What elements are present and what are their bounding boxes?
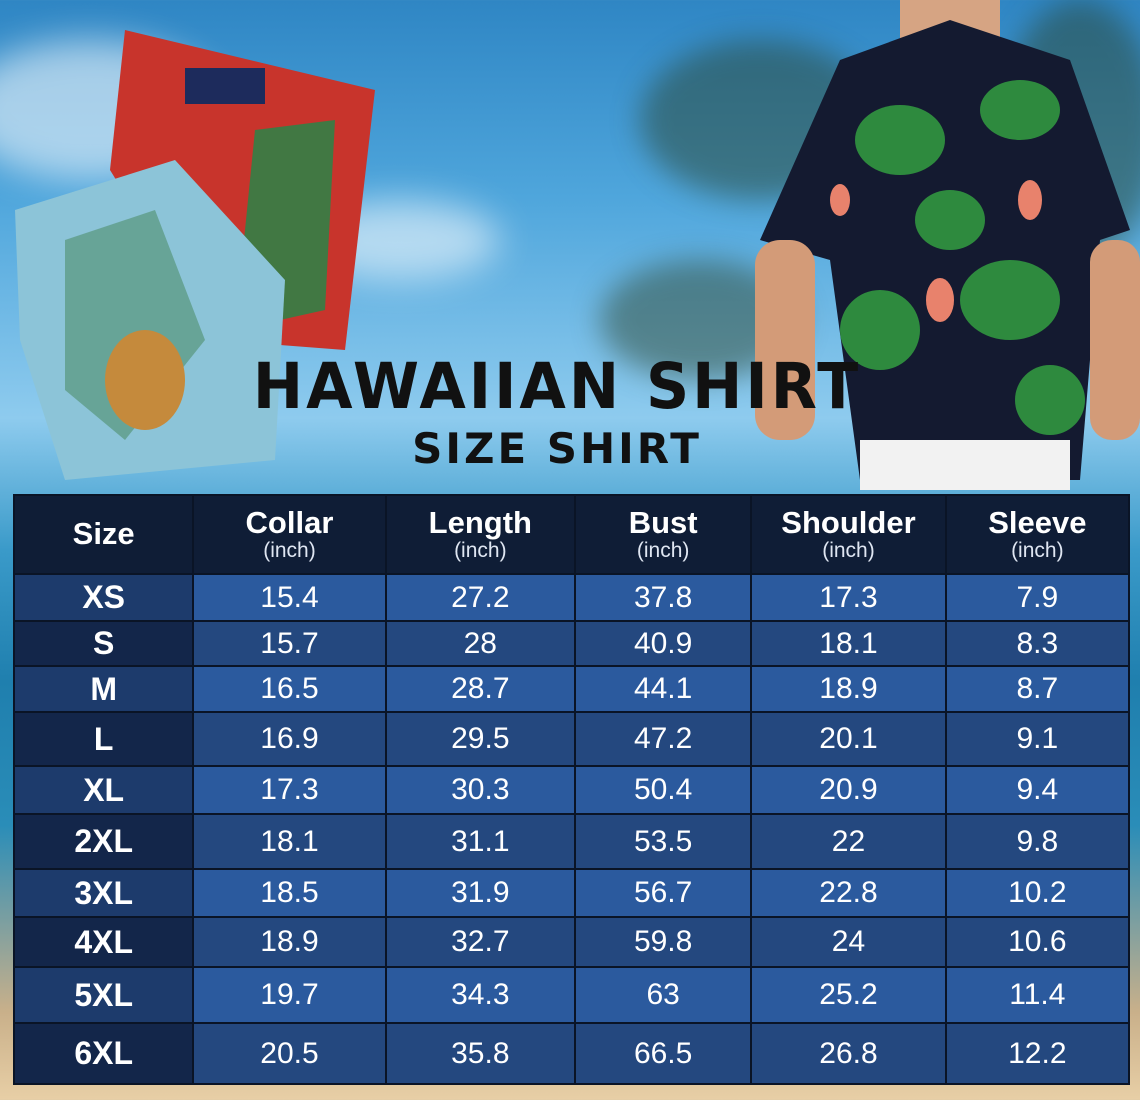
measurement-cell: 40.9 xyxy=(575,622,751,665)
column-header-sleeve: Sleeve (inch) xyxy=(946,496,1128,573)
measurement-cell: 18.9 xyxy=(194,918,385,966)
measurement-cell: 53.5 xyxy=(575,815,751,868)
measurement-cell: 11.4 xyxy=(946,968,1128,1022)
size-cell: 3XL xyxy=(15,870,193,916)
measurement-cell: 16.9 xyxy=(194,713,385,765)
measurement-cell: 18.1 xyxy=(752,622,945,665)
measurement-cell: 31.1 xyxy=(386,815,574,868)
measurement-cell: 10.6 xyxy=(946,918,1128,966)
column-header-collar: Collar (inch) xyxy=(194,496,385,573)
column-header-label: Sleeve xyxy=(988,505,1087,541)
measurement-cell: 29.5 xyxy=(386,713,574,765)
measurement-cell: 18.5 xyxy=(194,870,385,916)
measurement-cell: 16.5 xyxy=(194,667,385,711)
column-header-unit: (inch) xyxy=(636,538,690,562)
column-header-label: Collar xyxy=(245,505,334,541)
model-shirt-image xyxy=(755,0,1140,490)
column-header-length: Length (inch) xyxy=(386,496,574,573)
measurement-cell: 22 xyxy=(752,815,945,868)
column-header-shoulder: Shoulder (inch) xyxy=(752,496,945,573)
measurement-cell: 30.3 xyxy=(386,767,574,813)
measurement-cell: 15.4 xyxy=(194,575,385,620)
measurement-cell: 56.7 xyxy=(575,870,751,916)
table-row: XL 17.3 30.3 50.4 20.9 9.4 xyxy=(15,767,1128,813)
measurement-cell: 50.4 xyxy=(575,767,751,813)
measurement-cell: 20.5 xyxy=(194,1024,385,1083)
measurement-cell: 47.2 xyxy=(575,713,751,765)
column-header-unit: (inch) xyxy=(454,538,507,562)
size-cell: 4XL xyxy=(15,918,193,966)
table-row: 2XL 18.1 31.1 53.5 22 9.8 xyxy=(15,815,1128,868)
measurement-cell: 28.7 xyxy=(386,667,574,711)
size-cell: XL xyxy=(15,767,193,813)
size-cell: 6XL xyxy=(15,1024,193,1083)
size-cell: M xyxy=(15,667,193,711)
measurement-cell: 9.4 xyxy=(946,767,1128,813)
measurement-cell: 31.9 xyxy=(386,870,574,916)
size-table: Size Collar (inch) Length (inch) Bust (inch) Sh… xyxy=(13,494,1130,1085)
measurement-cell: 15.7 xyxy=(194,622,385,665)
page-title: HAWAIIAN SHIRT xyxy=(252,350,862,424)
table-row: 5XL 19.7 34.3 63 25.2 11.4 xyxy=(15,968,1128,1022)
table-row: S 15.7 28 40.9 18.1 8.3 xyxy=(15,622,1128,665)
measurement-cell: 12.2 xyxy=(946,1024,1128,1083)
table-row: 6XL 20.5 35.8 66.5 26.8 12.2 xyxy=(15,1024,1128,1083)
table-row: M 16.5 28.7 44.1 18.9 8.7 xyxy=(15,667,1128,711)
measurement-cell: 10.2 xyxy=(946,870,1128,916)
measurement-cell: 63 xyxy=(575,968,751,1022)
table-row: XS 15.4 27.2 37.8 17.3 7.9 xyxy=(15,575,1128,620)
measurement-cell: 24 xyxy=(752,918,945,966)
measurement-cell: 20.1 xyxy=(752,713,945,765)
measurement-cell: 18.9 xyxy=(752,667,945,711)
measurement-cell: 17.3 xyxy=(752,575,945,620)
measurement-cell: 34.3 xyxy=(386,968,574,1022)
measurement-cell: 26.8 xyxy=(752,1024,945,1083)
column-header-label: Length xyxy=(428,505,532,541)
column-header-label: Bust xyxy=(628,505,698,541)
measurement-cell: 22.8 xyxy=(752,870,945,916)
measurement-cell: 32.7 xyxy=(386,918,574,966)
size-cell: 5XL xyxy=(15,968,193,1022)
size-cell: 2XL xyxy=(15,815,193,868)
measurement-cell: 9.1 xyxy=(946,713,1128,765)
column-header-size: Size xyxy=(15,496,193,573)
measurement-cell: 17.3 xyxy=(194,767,385,813)
table-header-row: Size Collar (inch) Length (inch) Bust (inch) Sh… xyxy=(15,496,1128,573)
table-row: L 16.9 29.5 47.2 20.1 9.1 xyxy=(15,713,1128,765)
measurement-cell: 9.8 xyxy=(946,815,1128,868)
size-cell: L xyxy=(15,713,193,765)
page-subtitle: SIZE SHIRT xyxy=(412,424,702,473)
column-header-bust: Bust (inch) xyxy=(575,496,751,573)
measurement-cell: 44.1 xyxy=(575,667,751,711)
measurement-cell: 19.7 xyxy=(194,968,385,1022)
measurement-cell: 37.8 xyxy=(575,575,751,620)
table-row: 3XL 18.5 31.9 56.7 22.8 10.2 xyxy=(15,870,1128,916)
measurement-cell: 66.5 xyxy=(575,1024,751,1083)
measurement-cell: 35.8 xyxy=(386,1024,574,1083)
measurement-cell: 7.9 xyxy=(946,575,1128,620)
measurement-cell: 25.2 xyxy=(752,968,945,1022)
measurement-cell: 28 xyxy=(386,622,574,665)
folded-shirts-image xyxy=(15,30,375,480)
measurement-cell: 59.8 xyxy=(575,918,751,966)
measurement-cell: 27.2 xyxy=(386,575,574,620)
size-cell: XS xyxy=(15,575,193,620)
table-row: 4XL 18.9 32.7 59.8 24 10.6 xyxy=(15,918,1128,966)
column-header-unit: (inch) xyxy=(822,538,875,562)
column-header-unit: (inch) xyxy=(263,538,316,562)
measurement-cell: 8.7 xyxy=(946,667,1128,711)
measurement-cell: 20.9 xyxy=(752,767,945,813)
measurement-cell: 8.3 xyxy=(946,622,1128,665)
measurement-cell: 18.1 xyxy=(194,815,385,868)
size-cell: S xyxy=(15,622,193,665)
column-header-label: Shoulder xyxy=(781,505,916,541)
column-header-label: Size xyxy=(72,516,135,552)
column-header-unit: (inch) xyxy=(1011,538,1064,562)
